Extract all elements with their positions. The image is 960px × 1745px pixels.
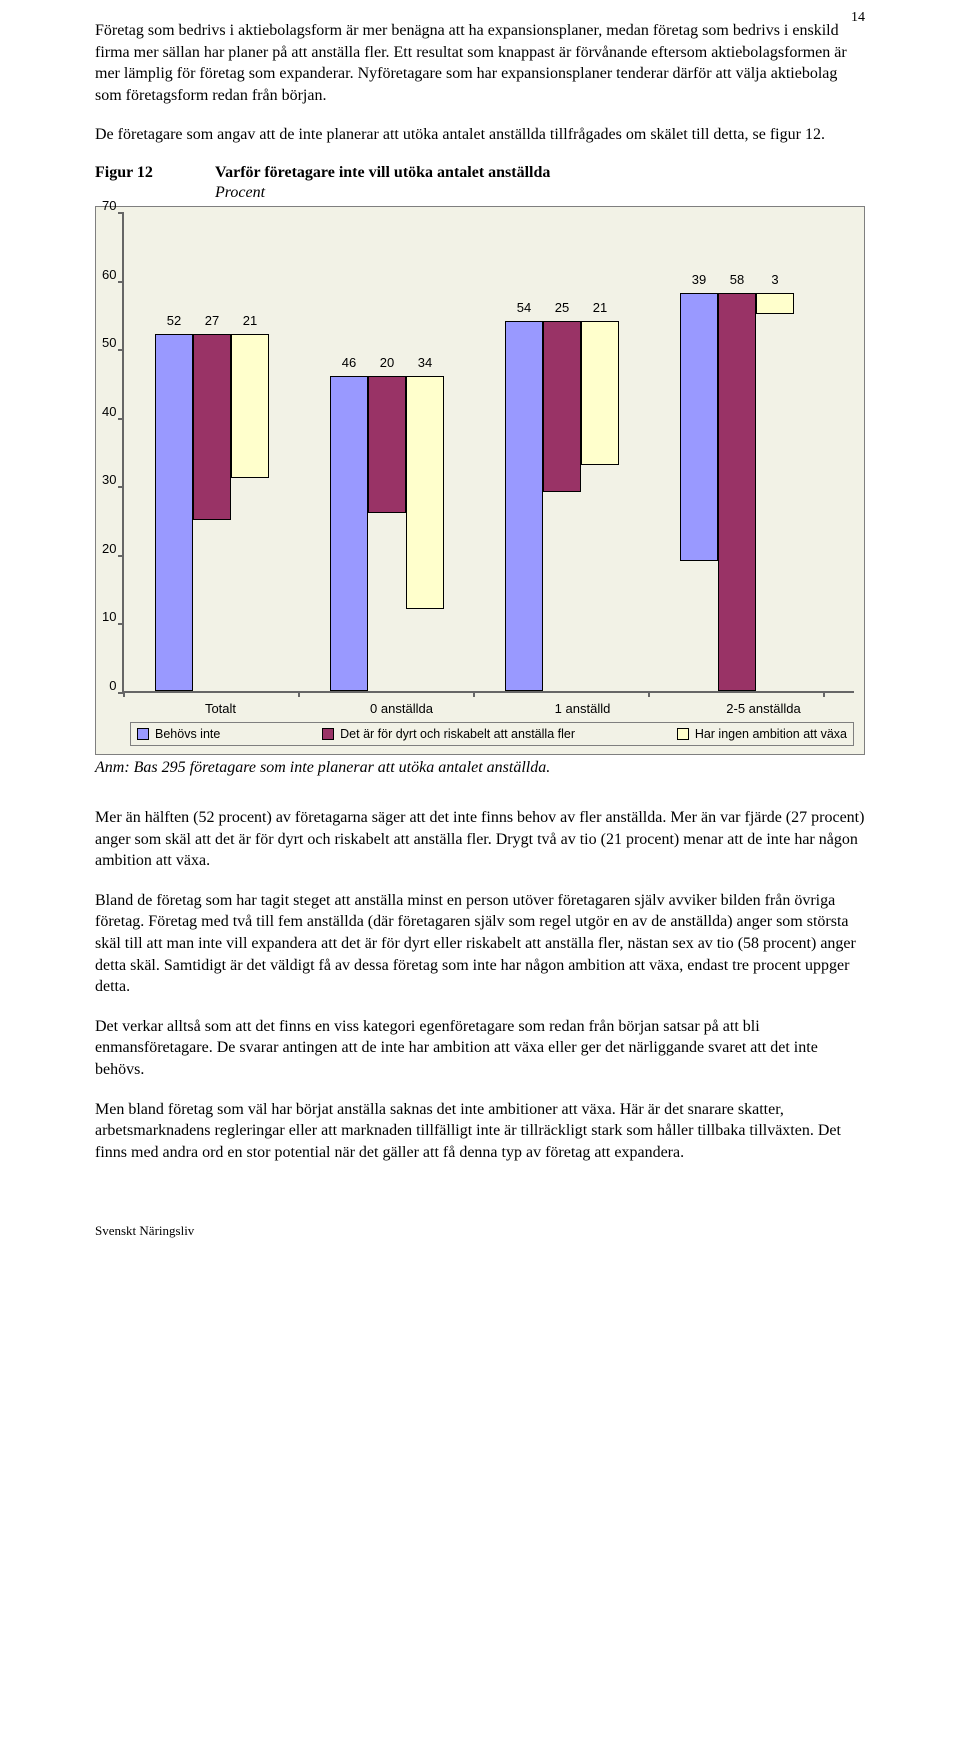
bar: 21 xyxy=(231,334,269,478)
bar-value-label: 39 xyxy=(692,272,706,287)
legend-label: Har ingen ambition att växa xyxy=(695,727,847,741)
bar: 21 xyxy=(581,321,619,465)
bar-value-label: 21 xyxy=(593,300,607,315)
figure-note: Anm: Bas 295 företagare som inte planera… xyxy=(95,759,865,777)
figure-label: Figur 12 xyxy=(95,164,215,182)
legend-swatch xyxy=(137,728,149,740)
bar-value-label: 3 xyxy=(771,272,778,287)
legend-label: Det är för dyrt och riskabelt att anstäl… xyxy=(340,727,575,741)
bar-chart: 706050403020100 52272146203454252139583 … xyxy=(95,206,865,755)
bar-value-label: 54 xyxy=(517,300,531,315)
plot-area: 52272146203454252139583 xyxy=(122,213,854,693)
bar: 58 xyxy=(718,293,756,691)
legend-swatch xyxy=(677,728,689,740)
bar: 27 xyxy=(193,334,231,519)
bar: 54 xyxy=(505,321,543,691)
bar-value-label: 21 xyxy=(243,313,257,328)
bar: 25 xyxy=(543,321,581,492)
y-axis: 706050403020100 xyxy=(102,213,122,693)
paragraph-3: Mer än hälften (52 procent) av företagar… xyxy=(95,807,865,872)
figure-subtitle: Procent xyxy=(215,184,865,202)
bar: 52 xyxy=(155,334,193,691)
x-tick-label: 0 anställda xyxy=(311,701,492,716)
figure-title: Varför företagare inte vill utöka antale… xyxy=(215,164,550,182)
paragraph-2: De företagare som angav att de inte plan… xyxy=(95,124,865,146)
paragraph-1: Företag som bedrivs i aktiebolagsform är… xyxy=(95,20,865,106)
legend-item: Har ingen ambition att växa xyxy=(677,727,847,741)
bar-value-label: 34 xyxy=(418,355,432,370)
bar-group: 39583 xyxy=(680,293,794,691)
legend-item: Behövs inte xyxy=(137,727,220,741)
bar: 46 xyxy=(330,376,368,691)
bar-value-label: 27 xyxy=(205,313,219,328)
x-tick-label: 1 anställd xyxy=(492,701,673,716)
bar: 39 xyxy=(680,293,718,560)
paragraph-6: Men bland företag som väl har börjat ans… xyxy=(95,1099,865,1164)
page-number: 14 xyxy=(851,10,865,26)
bar-group: 542521 xyxy=(505,321,619,691)
paragraph-5: Det verkar alltså som att det finns en v… xyxy=(95,1016,865,1081)
bar: 20 xyxy=(368,376,406,513)
x-tick-label: 2-5 anställda xyxy=(673,701,854,716)
legend-label: Behövs inte xyxy=(155,727,220,741)
paragraph-4: Bland de företag som har tagit steget at… xyxy=(95,890,865,998)
bar-group: 462034 xyxy=(330,376,444,691)
bar: 3 xyxy=(756,293,794,314)
bar-value-label: 58 xyxy=(730,272,744,287)
bar-value-label: 52 xyxy=(167,313,181,328)
x-tick-label: Totalt xyxy=(130,701,311,716)
bar: 34 xyxy=(406,376,444,609)
note-label: Anm: xyxy=(95,759,130,776)
bar-group: 522721 xyxy=(155,334,269,691)
bar-value-label: 25 xyxy=(555,300,569,315)
legend: Behövs inte Det är för dyrt och riskabelt… xyxy=(130,722,854,746)
footer-text: Svenskt Näringsliv xyxy=(95,1223,865,1239)
bar-value-label: 20 xyxy=(380,355,394,370)
x-axis-labels: Totalt0 anställda1 anställd2-5 anställda xyxy=(96,701,864,716)
note-text: Bas 295 företagare som inte planerar att… xyxy=(130,759,551,776)
legend-swatch xyxy=(322,728,334,740)
legend-item: Det är för dyrt och riskabelt att anstäl… xyxy=(322,727,575,741)
bar-value-label: 46 xyxy=(342,355,356,370)
